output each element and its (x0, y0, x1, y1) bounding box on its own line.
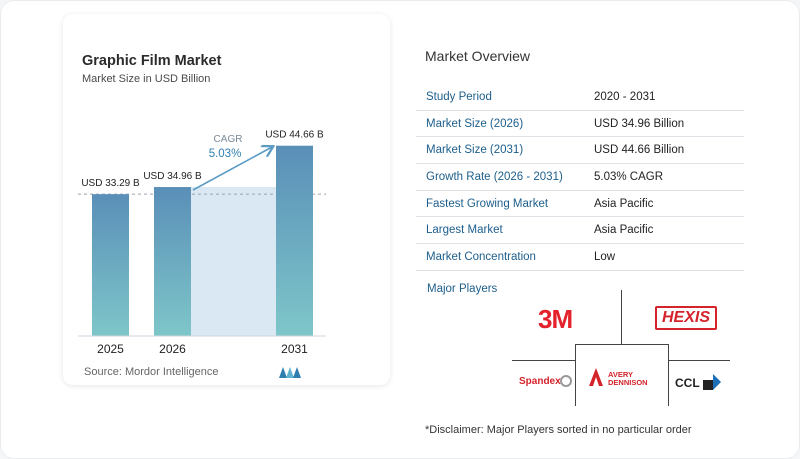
dennison-text: DENNISON (608, 378, 648, 387)
value-label-2025: USD 33.29 B (81, 178, 140, 189)
major-players-label: Major Players (427, 283, 498, 295)
avery-mark-icon (589, 368, 603, 386)
overview-key: Study Period (426, 91, 492, 103)
overview-row: Market Concentration Low (416, 244, 744, 271)
value-label-2031: USD 44.66 B (265, 130, 324, 141)
grid-divider (668, 360, 730, 361)
logo-avery-dennison: AVERY DENNISON (608, 371, 648, 387)
overview-row: Study Period 2020 - 2031 (416, 84, 744, 111)
logo-ccl: CCL (675, 376, 700, 390)
grid-divider (575, 344, 576, 406)
overview-key: Fastest Growing Market (426, 197, 549, 210)
bar-chart: USD 33.29 B 2025 USD 34.96 B 2026 USD 44.66 … (78, 130, 326, 356)
overview-value: 2020 - 2031 (594, 91, 656, 103)
overview-row: Market Size (2031) USD 44.66 Billion (416, 137, 744, 165)
overview-value: USD 44.66 Billion (594, 144, 685, 157)
grid-divider (668, 344, 669, 406)
cagr-arrow (192, 147, 272, 191)
overview-value: USD 34.96 Billion (594, 117, 685, 130)
disclaimer: *Disclaimer: Major Players sorted in no … (425, 424, 692, 436)
x-tick-2025: 2025 (97, 342, 124, 356)
overview-value: Asia Pacific (594, 197, 654, 210)
overview-value: 5.03% CAGR (594, 171, 664, 184)
overview-key: Market Size (2031) (426, 144, 524, 157)
spandex-mark-icon (560, 375, 572, 387)
overview-table: Study Period 2020 - 2031 Market Size (202… (416, 84, 744, 271)
cagr-band (191, 187, 276, 336)
overview-value: Asia Pacific (594, 224, 654, 237)
value-label-2026: USD 34.96 B (143, 171, 202, 182)
ccl-mark-icon (703, 374, 721, 390)
overview-row: Fastest Growing Market Asia Pacific (416, 191, 744, 218)
source-note: Source: Mordor Intelligence (84, 366, 219, 378)
overview-row: Growth Rate (2026 - 2031) 5.03% CAGR (416, 164, 744, 191)
chart-title: Graphic Film Market (82, 53, 222, 69)
grid-divider (621, 290, 622, 344)
logo-3m: 3M (538, 304, 573, 334)
overview-row: Market Size (2026) USD 34.96 Billion (416, 111, 744, 138)
overview-row: Largest Market Asia Pacific (416, 217, 744, 245)
logo-hexis: HEXIS (655, 306, 717, 330)
overview-title: Market Overview (425, 48, 531, 64)
mordor-logo-icon (279, 367, 301, 378)
cagr-value: 5.03% (209, 148, 242, 160)
grid-divider (575, 344, 669, 345)
x-tick-2026: 2026 (159, 342, 186, 356)
overview-key: Growth Rate (2026 - 2031) (426, 171, 563, 184)
overview-key: Market Concentration (426, 251, 536, 264)
logo-spandex: Spandex (519, 376, 561, 387)
cagr-label: CAGR (214, 134, 243, 145)
avery-text: AVERY (608, 370, 634, 379)
bar-2025 (92, 194, 129, 336)
bar-2026 (154, 187, 191, 336)
overview-value: Low (594, 251, 616, 264)
overview-key: Market Size (2026) (426, 117, 524, 130)
chart-subtitle: Market Size in USD Billion (82, 73, 211, 85)
grid-divider (512, 360, 576, 361)
bar-2031 (276, 145, 313, 336)
overview-key: Largest Market (426, 224, 503, 237)
x-tick-2031: 2031 (281, 342, 308, 356)
